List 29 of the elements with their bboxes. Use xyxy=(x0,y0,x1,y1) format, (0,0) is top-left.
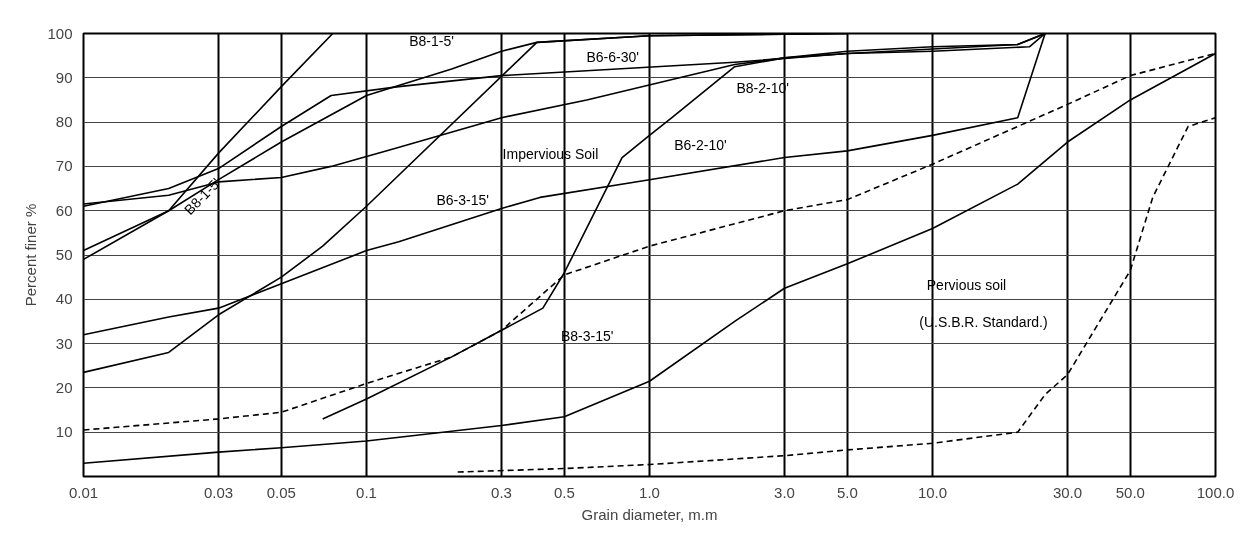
x-tick-label: 3.0 xyxy=(774,483,795,501)
x-axis-title: Grain diameter, m.m xyxy=(581,505,718,523)
annotation: B8-1-5' xyxy=(409,33,454,50)
x-tick-label: 0.05 xyxy=(266,483,296,501)
y-tick-label: 20 xyxy=(55,378,73,396)
annotation: B6-6-30' xyxy=(586,48,639,65)
y-tick-label: 10 xyxy=(55,423,73,441)
y-tick-label: 60 xyxy=(55,201,73,219)
y-tick-label: 40 xyxy=(55,290,73,308)
x-tick-label: 0.3 xyxy=(491,483,512,501)
x-tick-label: 30.0 xyxy=(1052,483,1083,501)
y-tick-label: 100 xyxy=(47,24,73,42)
x-tick-label: 50.0 xyxy=(1115,483,1145,501)
x-tick-label: 0.1 xyxy=(356,483,377,501)
y-tick-label: 50 xyxy=(55,246,73,263)
x-tick-label: 0.03 xyxy=(203,483,234,501)
y-axis-title: Percent finer % xyxy=(22,203,40,307)
y-tick-label: 90 xyxy=(55,68,73,86)
y-tick-label: 30 xyxy=(55,334,73,352)
y-tick-label: 70 xyxy=(55,157,73,175)
annotation: B6-2-10' xyxy=(674,137,727,154)
x-tick-label: 0.5 xyxy=(553,483,575,501)
x-tick-label: 100.0 xyxy=(1196,483,1235,501)
x-tick-label: 1.0 xyxy=(639,483,660,501)
x-tick-label: 0.01 xyxy=(68,483,99,501)
x-tick-label: 10.0 xyxy=(917,483,948,501)
annotation: B6-3-15' xyxy=(436,192,489,209)
x-tick-label: 5.0 xyxy=(836,483,858,501)
y-tick-label: 80 xyxy=(55,113,73,131)
